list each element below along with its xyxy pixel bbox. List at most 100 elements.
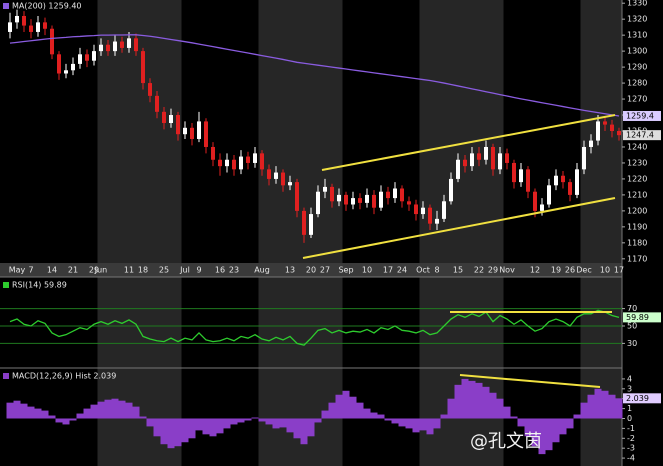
candle-body bbox=[113, 41, 117, 52]
histogram-bar bbox=[174, 418, 182, 447]
candle-body bbox=[561, 175, 565, 183]
candle-body bbox=[491, 146, 495, 170]
candle-body bbox=[267, 169, 271, 179]
histogram-bar bbox=[132, 406, 140, 419]
histogram-bar bbox=[335, 394, 343, 419]
histogram-bar bbox=[13, 400, 21, 419]
candle-body bbox=[540, 204, 544, 211]
legend-label: RSI(14) 59.89 bbox=[12, 281, 67, 290]
histogram-bar bbox=[181, 418, 189, 443]
x-tick-label: 17 bbox=[614, 266, 624, 275]
x-tick-label: 9 bbox=[196, 266, 201, 275]
histogram-bar bbox=[601, 390, 609, 419]
month-stripes bbox=[97, 0, 622, 466]
candle-body bbox=[400, 188, 404, 202]
histogram-bar bbox=[433, 418, 441, 429]
candle-body bbox=[330, 186, 334, 202]
x-tick-label: 7 bbox=[28, 266, 33, 275]
histogram-bar bbox=[482, 386, 490, 419]
candle-body bbox=[204, 121, 208, 147]
histogram-bar bbox=[594, 388, 602, 419]
candle-body bbox=[302, 210, 306, 235]
histogram-bar bbox=[139, 416, 147, 419]
histogram-bar bbox=[342, 390, 350, 419]
candle-body bbox=[148, 83, 152, 96]
trend-lines bbox=[302, 114, 616, 388]
histogram-bar bbox=[545, 418, 553, 451]
candle-body bbox=[316, 191, 320, 215]
histogram-bar bbox=[286, 418, 294, 433]
candle-body bbox=[197, 121, 201, 139]
x-tick-label: Nov bbox=[499, 266, 515, 275]
histogram-bar bbox=[118, 400, 126, 419]
value-box bbox=[623, 110, 661, 121]
candle-body bbox=[22, 15, 26, 26]
x-tick-label: 29 bbox=[488, 266, 498, 275]
candle-body bbox=[365, 194, 369, 203]
x-tick-label: 8 bbox=[434, 266, 439, 275]
x-tick-label: 22 bbox=[474, 266, 484, 275]
candle-body bbox=[449, 178, 453, 202]
histogram-bar bbox=[615, 398, 623, 419]
histogram-bar bbox=[265, 418, 273, 425]
histogram-bar bbox=[370, 412, 378, 419]
candle-body bbox=[393, 188, 397, 199]
series-line bbox=[9, 309, 620, 346]
candle-body bbox=[407, 201, 411, 205]
candle-body bbox=[603, 121, 607, 125]
histogram-bar bbox=[125, 402, 133, 419]
x-tick-label: 27 bbox=[320, 266, 330, 275]
trend-line bbox=[321, 114, 616, 171]
candle-body bbox=[568, 182, 572, 195]
legend-swatch bbox=[3, 373, 9, 379]
candle-body bbox=[351, 198, 355, 205]
candle-body bbox=[414, 204, 418, 215]
month-stripe bbox=[258, 0, 343, 466]
y-tick-label: 1170 bbox=[627, 254, 647, 263]
histogram-bar bbox=[230, 418, 238, 425]
histogram-bar bbox=[573, 414, 581, 419]
date-strip bbox=[0, 263, 622, 277]
candle-body bbox=[610, 124, 614, 131]
candle-body bbox=[155, 95, 159, 112]
candle-body bbox=[477, 153, 481, 160]
candle-body bbox=[253, 153, 257, 163]
candle-body bbox=[456, 159, 460, 179]
histogram-bar bbox=[391, 418, 399, 424]
x-tick-label: 17 bbox=[383, 266, 393, 275]
x-tick-label: Aug bbox=[254, 266, 270, 275]
candle-body bbox=[162, 111, 166, 124]
candle-body bbox=[498, 153, 502, 170]
histogram-bar bbox=[461, 378, 469, 419]
histogram-bar bbox=[538, 418, 546, 455]
y-tick-label: 1230 bbox=[627, 158, 647, 167]
candle-body bbox=[344, 194, 348, 205]
histogram-bar bbox=[510, 416, 518, 419]
candle-body bbox=[8, 22, 12, 32]
histogram-bar bbox=[272, 418, 280, 429]
histogram-bar bbox=[195, 418, 203, 431]
histogram-bar bbox=[202, 418, 210, 435]
histogram-bar bbox=[405, 418, 413, 429]
candle-body bbox=[127, 38, 131, 48]
candle-body bbox=[29, 25, 33, 32]
x-tick-label: Jun bbox=[94, 266, 108, 275]
x-tick-label: 13 bbox=[285, 266, 295, 275]
y-tick-label: 1210 bbox=[627, 190, 647, 199]
histogram-bar bbox=[97, 401, 105, 419]
histogram-bar bbox=[468, 380, 476, 419]
month-stripe bbox=[580, 0, 622, 466]
candle-body bbox=[50, 28, 54, 55]
x-tick-label: Oct bbox=[416, 266, 430, 275]
candle-body bbox=[337, 194, 341, 202]
histogram-bar bbox=[587, 394, 595, 419]
candle-body bbox=[533, 191, 537, 211]
histogram-bar bbox=[475, 382, 483, 419]
candle-body bbox=[120, 41, 124, 48]
x-tick-label: 11 bbox=[124, 266, 134, 275]
candle-body bbox=[288, 182, 292, 186]
histogram-bar bbox=[62, 418, 70, 425]
y-tick-label: 1310 bbox=[627, 31, 647, 40]
